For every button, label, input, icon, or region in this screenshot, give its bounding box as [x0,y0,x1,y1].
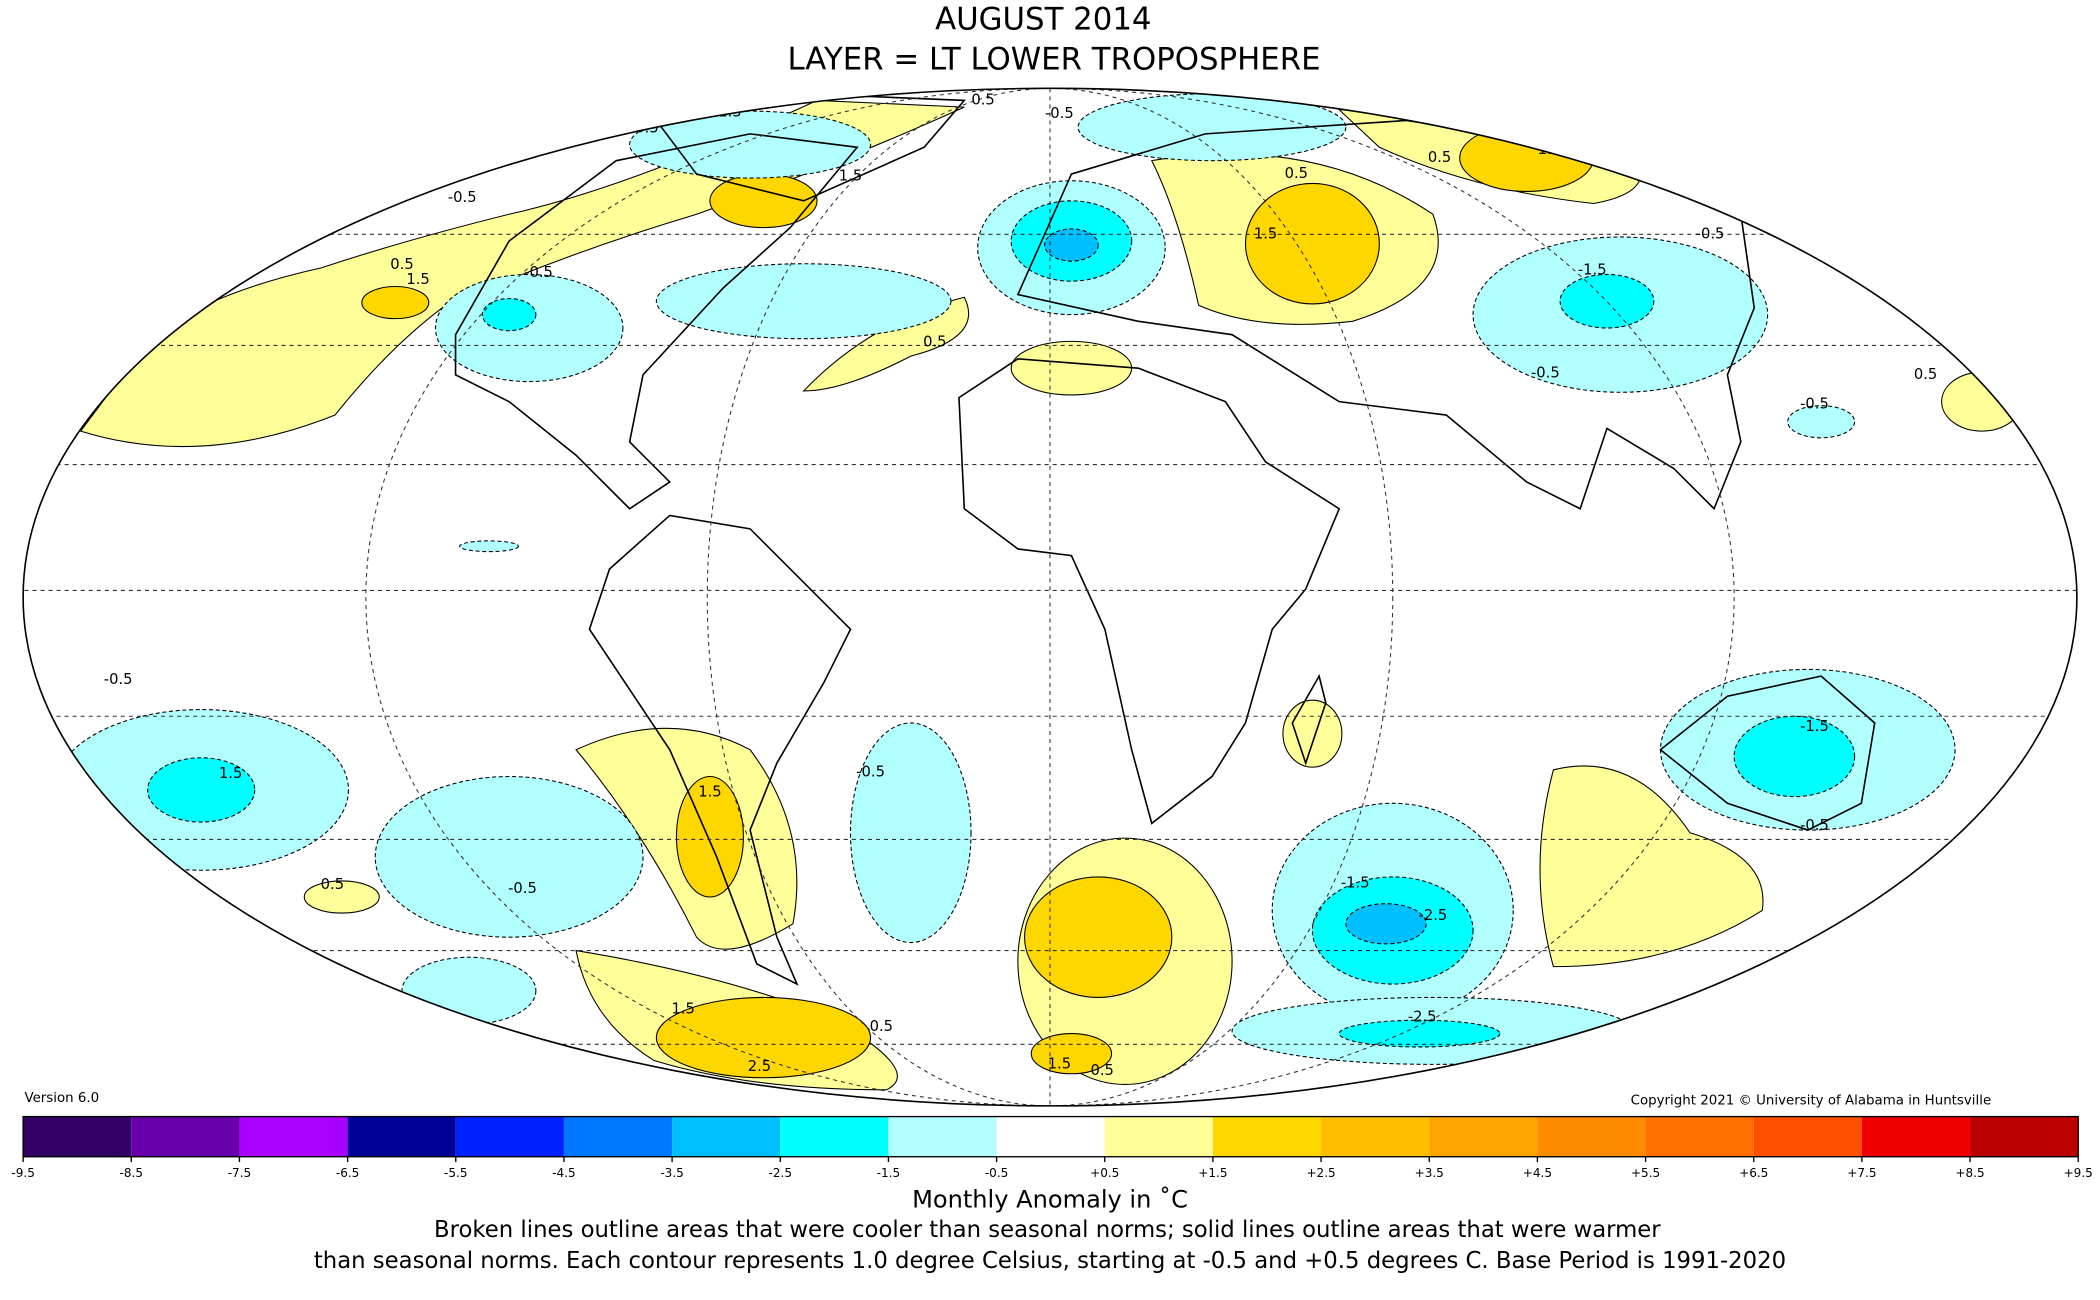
colorbar-tick-label: -4.5 [552,1166,575,1180]
colorbar-swatch [131,1116,240,1157]
colorbar-tick-label: -2.5 [769,1166,792,1180]
contour-label: 0.5 [1285,165,1308,182]
contour-label: -0.5 [508,880,537,897]
contour-label: -0.5 [524,264,553,281]
colorbar-swatch [888,1116,997,1157]
colorbar-swatch [1104,1116,1213,1157]
globe-outline [22,87,2078,1107]
colorbar-swatch [563,1116,673,1157]
colorbar-swatch [239,1116,348,1157]
contour-label: 1.5 [1254,225,1277,242]
caption-line: Broken lines outline areas that were coo… [434,1217,1661,1243]
colorbar-tick-label: +8.5 [1955,1166,1984,1180]
colorbar-tick-label: -1.5 [877,1166,900,1180]
contour-label: -2.5 [1419,907,1448,924]
contour-label: -0.5 [1800,817,1829,834]
colorbar-tick-label: +1.5 [1198,1166,1227,1180]
title: AUGUST 2014 [935,1,1151,37]
map: 1.5 0.5 0.5 -0.5 0.5 1.5 -0.5 1.5 -0.5 0… [23,88,2077,1106]
contour-label: 1.5 [671,1000,694,1017]
colorbar-swatch [23,1116,132,1157]
colorbar-tick-label: -0.5 [985,1166,1008,1180]
colorbar-tick-label: -6.5 [336,1166,359,1180]
colorbar-swatch [672,1116,781,1157]
contour-label: -0.5 [1531,365,1560,382]
colorbar-tick-label: -8.5 [120,1166,143,1180]
colorbar-tick-label: +7.5 [1847,1166,1876,1180]
colorbar-swatch [996,1116,1105,1157]
subtitle: LAYER = LT LOWER TROPOSPHERE [787,42,1320,78]
contour-label: -0.5 [448,189,477,206]
colorbar-tick-label: +5.5 [1631,1166,1660,1180]
contour-labels: 1.5 0.5 0.5 -0.5 0.5 1.5 -0.5 1.5 -0.5 0… [104,91,1937,1079]
colorbar-tick-label: -3.5 [660,1166,683,1180]
colorbar-swatch [1537,1116,1646,1157]
contour-label: 0.5 [1091,1062,1114,1079]
contour-label: -0.5 [1696,225,1725,242]
contour-label: 0.5 [1914,366,1937,383]
copyright: Copyright 2021 © University of Alabama i… [1631,1094,1992,1109]
warm-regions [79,99,2023,1091]
colorbar-label: Monthly Anomaly in ˚C [912,1186,1188,1214]
contour-label: -2.5 [1408,1009,1437,1026]
colorbar-swatch [1970,1116,2079,1157]
colorbar-frame [22,1115,2079,1158]
colorbar: -9.5 -8.5 -7.5 -6.5 -5.5 -4.5 -3.5 -2.5 -1.5 -0.5… [11,1115,2093,1180]
contour-label: -0.5 [1045,105,1074,122]
contour-label: 1.5 [1048,1055,1071,1072]
colorbar-tick-label: -9.5 [11,1166,34,1180]
contour-label: 2.5 [748,1058,771,1075]
caption-line: than seasonal norms. Each contour repres… [314,1248,1786,1274]
colorbar-tick-label: +9.5 [2064,1166,2093,1180]
contour-label: 0.5 [971,91,994,108]
colorbar-tick-label: +6.5 [1739,1166,1768,1180]
colorbar-swatch [1753,1116,1862,1157]
graticule [23,88,2077,1106]
colorbar-tick-label: +2.5 [1306,1166,1335,1180]
colorbar-tick-label: +4.5 [1523,1166,1552,1180]
contour-label: 1.5 [698,784,721,801]
contour-label: -0.5 [104,671,133,688]
colorbar-tick-label: -7.5 [228,1166,251,1180]
contour-label: 1.5 [219,765,242,782]
contour-label: 0.5 [390,256,413,273]
colorbar-tick-label: +0.5 [1090,1166,1119,1180]
version: Version 6.0 [24,1091,99,1106]
contour-label: 0.5 [321,876,344,893]
contour-label: -1.5 [1578,261,1607,278]
colorbar-swatch [780,1116,889,1157]
contour-label: -1.5 [1800,718,1829,735]
cool-regions [53,93,1956,1065]
colorbar-tick-label: +3.5 [1415,1166,1444,1180]
colorbar-swatch [347,1116,456,1157]
contour-label: 0.5 [923,334,946,351]
contour-label: 1.5 [406,271,429,288]
contour-label: -0.5 [1800,395,1829,412]
colorbar-swatch [1645,1116,1754,1157]
contour-label: 1.5 [839,168,862,185]
contour-label: 0.5 [1428,149,1451,166]
colorbar-swatch [1861,1116,1971,1157]
colorbar-swatch [1429,1116,1538,1157]
colorbar-tick-label: -5.5 [444,1166,467,1180]
contour-label: -0.5 [856,764,885,781]
contour-label: -1.5 [1341,875,1370,892]
colorbar-swatch [455,1116,564,1157]
contour-label: 0.5 [870,1018,893,1035]
colorbar-swatch [1321,1116,1430,1157]
colorbar-swatch [1212,1116,1322,1157]
